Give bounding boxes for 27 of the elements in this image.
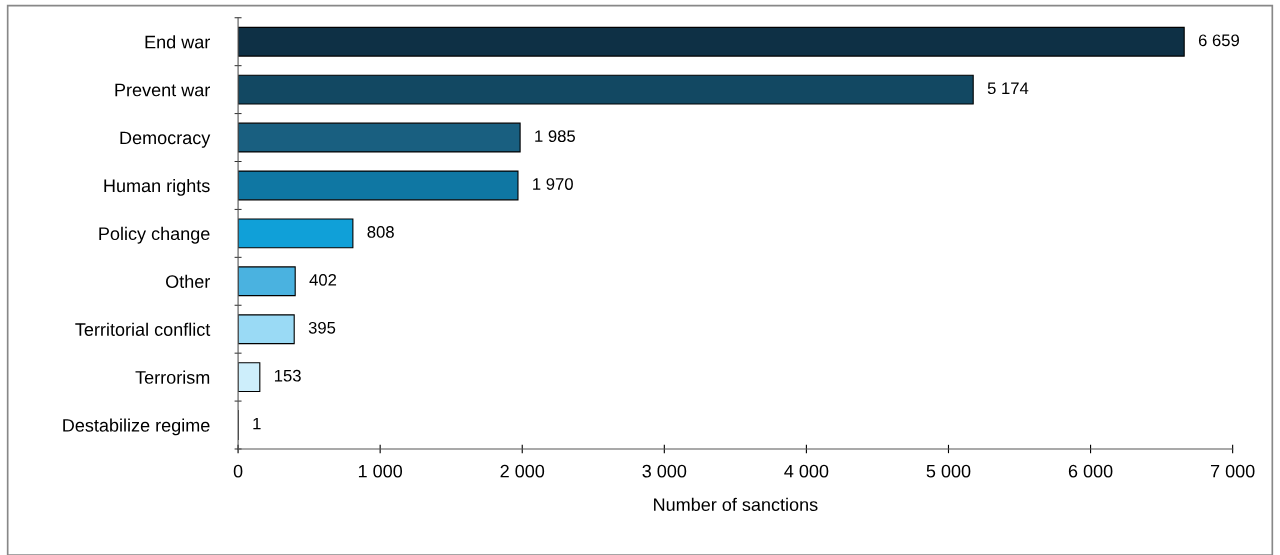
data-label: 402 <box>309 273 337 286</box>
y-tick-label: Democracy <box>120 131 211 148</box>
y-tick-label: Other <box>166 274 211 289</box>
data-label: 1 985 <box>535 130 576 143</box>
data-label: 1 970 <box>533 178 573 190</box>
y-tick-label: End war <box>145 35 211 49</box>
x-tick-label: 3 000 <box>642 464 687 478</box>
data-label: 1 <box>253 417 261 430</box>
data-label: 153 <box>274 369 301 382</box>
x-tick-label: 4 000 <box>784 464 829 478</box>
y-tick-label: Prevent war <box>115 83 211 97</box>
x-tick-label: 1 000 <box>358 464 403 478</box>
data-label: 808 <box>367 226 394 238</box>
x-axis-title: Number of sanctions <box>654 497 818 512</box>
x-tick-label: 7 000 <box>1210 464 1255 478</box>
y-tick-label: Human rights <box>104 178 210 196</box>
data-label: 395 <box>308 321 336 334</box>
y-tick-label: Destabilize regime <box>63 418 210 436</box>
x-tick-label: 6 000 <box>1068 464 1113 478</box>
x-tick-label: 2 000 <box>500 464 545 478</box>
y-tick-label: Terrorism <box>135 370 210 384</box>
data-label: 5 174 <box>987 82 1029 95</box>
y-tick-label: Territorial conflict <box>75 322 211 336</box>
y-tick-label: Policy change <box>99 226 210 244</box>
x-tick-label: 5 000 <box>926 464 971 478</box>
x-tick-label: 0 <box>233 464 243 478</box>
data-label: 6 659 <box>1198 34 1239 47</box>
